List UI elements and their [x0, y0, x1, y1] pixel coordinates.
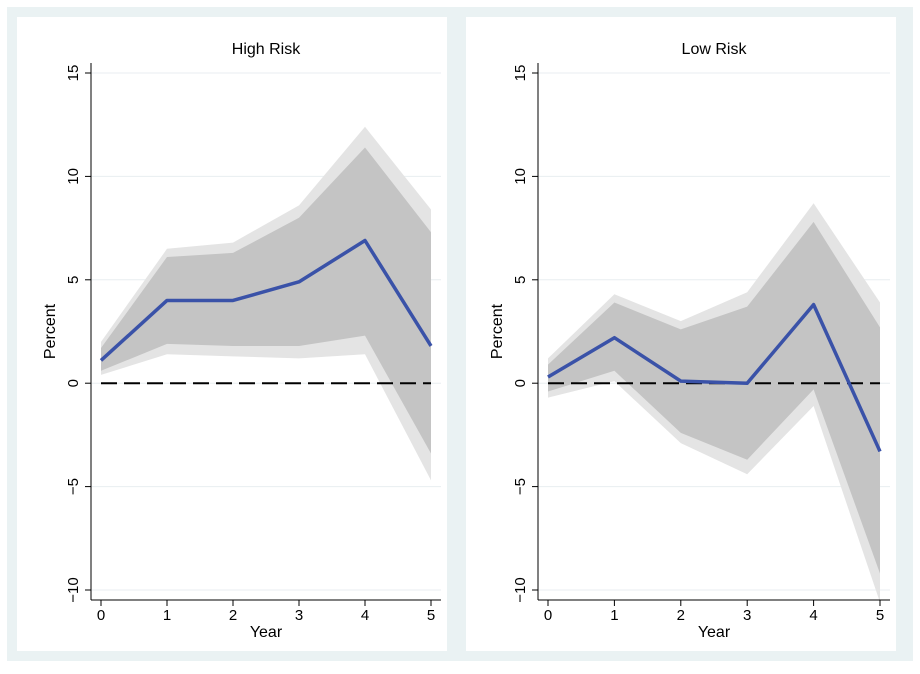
x-axis-label: Year — [698, 624, 731, 641]
y-tick-label: 0 — [512, 379, 529, 387]
x-tick-label: 3 — [295, 607, 303, 624]
confidence-band-inner — [101, 147, 431, 454]
y-tick-label: 15 — [65, 65, 82, 82]
x-tick-label: 1 — [163, 607, 171, 624]
x-tick-label: 1 — [610, 607, 618, 624]
y-tick-label: −10 — [65, 577, 82, 602]
panel-title: Low Risk — [682, 41, 748, 58]
x-tick-label: 4 — [361, 607, 369, 624]
y-tick-label: −5 — [512, 478, 529, 495]
y-tick-label: 0 — [65, 379, 82, 387]
x-tick-label: 0 — [97, 607, 105, 624]
x-tick-label: 3 — [743, 607, 751, 624]
y-tick-label: −10 — [512, 577, 529, 602]
y-tick-label: 5 — [65, 276, 82, 284]
y-tick-label: 5 — [512, 276, 529, 284]
series-line — [99, 238, 433, 362]
x-tick-label: 0 — [544, 607, 552, 624]
y-axis-label: Percent — [489, 303, 506, 359]
x-tick-label: 4 — [809, 607, 817, 624]
y-tick-label: −5 — [65, 478, 82, 495]
confidence-band-inner — [548, 221, 880, 574]
x-axis-label: Year — [250, 624, 283, 641]
x-tick-label: 2 — [677, 607, 685, 624]
y-tick-label: 10 — [512, 168, 529, 185]
x-tick-label: 2 — [229, 607, 237, 624]
panel-title: High Risk — [232, 41, 301, 58]
x-tick-label: 5 — [427, 607, 435, 624]
y-tick-label: 15 — [512, 65, 529, 82]
y-axis-label: Percent — [42, 303, 59, 359]
y-tick-label: 10 — [65, 168, 82, 185]
x-tick-label: 5 — [876, 607, 884, 624]
series-line — [547, 302, 882, 453]
